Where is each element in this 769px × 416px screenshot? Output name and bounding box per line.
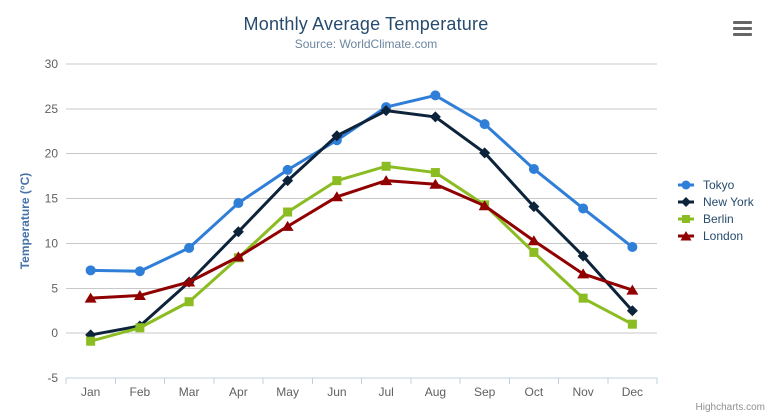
y-axis-label: 10 xyxy=(45,236,59,250)
data-point-berlin-may[interactable] xyxy=(283,207,293,217)
data-point-tokyo-nov[interactable] xyxy=(578,203,589,214)
data-point-tokyo-sep[interactable] xyxy=(479,119,490,130)
data-point-new-york-dec[interactable] xyxy=(626,305,638,317)
data-point-london-may[interactable] xyxy=(281,220,294,231)
series-line-new-york xyxy=(89,109,634,337)
data-point-new-york-aug[interactable] xyxy=(429,111,441,123)
hamburger-bar xyxy=(733,27,752,30)
data-point-new-york-may[interactable] xyxy=(282,175,294,187)
x-axis-label: Feb xyxy=(130,385,151,399)
x-axis-label: Jan xyxy=(81,385,100,399)
x-axis-label: Apr xyxy=(229,385,248,399)
data-point-london-dec[interactable] xyxy=(626,284,639,295)
data-point-london-aug[interactable] xyxy=(429,178,442,189)
y-axis-label: 5 xyxy=(51,281,58,295)
y-axis-label: -5 xyxy=(47,371,58,385)
series-line-london xyxy=(89,179,634,300)
x-axis-label: Sep xyxy=(474,385,496,399)
data-point-london-mar[interactable] xyxy=(183,276,196,287)
data-point-new-york-sep[interactable] xyxy=(479,147,491,159)
data-point-berlin-jul[interactable] xyxy=(381,161,391,171)
data-point-london-jul[interactable] xyxy=(380,175,393,186)
data-point-london-jan[interactable] xyxy=(84,292,97,303)
legend-label: New York xyxy=(703,194,754,209)
legend-label: Tokyo xyxy=(703,177,735,192)
data-point-berlin-jun[interactable] xyxy=(332,176,342,186)
data-point-tokyo-feb[interactable] xyxy=(134,266,145,277)
triangle-legend-marker-icon xyxy=(678,230,694,240)
x-axis-label: Nov xyxy=(572,385,593,399)
data-point-london-apr[interactable] xyxy=(232,251,245,262)
data-point-tokyo-may[interactable] xyxy=(282,164,293,175)
chart-title: Monthly Average Temperature xyxy=(243,14,489,34)
data-point-london-feb[interactable] xyxy=(133,289,146,300)
hamburger-bar xyxy=(733,33,752,36)
data-point-london-oct[interactable] xyxy=(527,235,540,246)
x-axis-label: Dec xyxy=(622,385,643,399)
legend-item-tokyo[interactable]: Tokyo xyxy=(678,176,754,193)
data-point-new-york-apr[interactable] xyxy=(232,226,244,238)
circle-legend-marker-icon xyxy=(678,180,694,189)
x-axis-label: Jul xyxy=(378,385,393,399)
data-point-new-york-jul[interactable] xyxy=(380,105,392,117)
data-point-tokyo-mar[interactable] xyxy=(184,242,195,253)
legend-item-london[interactable]: London xyxy=(678,227,754,244)
credits-link[interactable]: Highcharts.com xyxy=(695,402,765,413)
y-axis-label: 20 xyxy=(45,147,59,161)
data-point-tokyo-oct[interactable] xyxy=(528,163,539,174)
data-point-berlin-dec[interactable] xyxy=(627,319,637,329)
data-point-new-york-jun[interactable] xyxy=(331,130,343,142)
square-legend-marker-icon xyxy=(678,214,694,223)
data-point-berlin-feb[interactable] xyxy=(135,323,145,333)
data-point-london-jun[interactable] xyxy=(330,191,343,202)
x-axis-label: Aug xyxy=(425,385,446,399)
data-point-new-york-oct[interactable] xyxy=(528,201,540,213)
data-point-tokyo-aug[interactable] xyxy=(430,90,441,101)
x-axis-label: Oct xyxy=(525,385,544,399)
series-line-berlin xyxy=(89,164,634,343)
y-axis-title: Temperature (°C) xyxy=(18,172,32,270)
chart-subtitle: Source: WorldClimate.com xyxy=(294,37,438,51)
y-axis-label: 30 xyxy=(45,57,59,71)
legend-label: Berlin xyxy=(703,211,734,226)
data-point-london-sep[interactable] xyxy=(478,200,491,211)
data-point-berlin-mar[interactable] xyxy=(184,297,194,307)
hamburger-menu-icon[interactable] xyxy=(733,21,752,36)
data-point-berlin-aug[interactable] xyxy=(430,168,440,178)
legend-item-berlin[interactable]: Berlin xyxy=(678,210,754,227)
data-point-berlin-oct[interactable] xyxy=(529,247,539,257)
data-point-tokyo-dec[interactable] xyxy=(627,242,638,253)
data-point-tokyo-jan[interactable] xyxy=(85,265,96,276)
data-point-new-york-nov[interactable] xyxy=(577,250,589,262)
data-point-tokyo-apr[interactable] xyxy=(233,198,244,209)
legend-label: London xyxy=(703,228,744,243)
legend-item-new-york[interactable]: New York xyxy=(678,193,754,210)
data-point-london-nov[interactable] xyxy=(577,268,590,279)
legend: Tokyo New York Berlin London xyxy=(678,176,754,244)
y-axis-label: 15 xyxy=(45,192,59,206)
x-axis-label: Jun xyxy=(327,385,346,399)
hamburger-bar xyxy=(733,21,752,24)
data-point-berlin-nov[interactable] xyxy=(578,293,588,303)
y-axis-label: 0 xyxy=(51,326,58,340)
y-axis-label: 25 xyxy=(45,102,59,116)
diamond-legend-marker-icon xyxy=(678,196,694,207)
x-axis-label: Mar xyxy=(179,385,200,399)
x-axis-label: May xyxy=(276,385,299,399)
data-point-berlin-jan[interactable] xyxy=(86,336,96,346)
